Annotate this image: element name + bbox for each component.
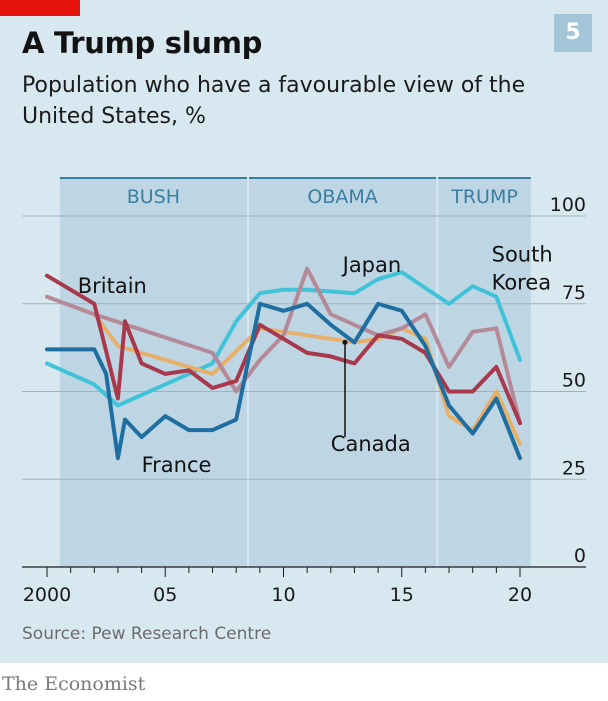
chart-number-badge: 5: [554, 14, 592, 52]
series-line-britain: [45, 273, 522, 426]
era-label-trump: TRUMP: [450, 186, 518, 208]
series-label-japan: Japan: [341, 253, 402, 277]
y-axis-ticks: 0 25 50 75 100: [550, 194, 586, 567]
brand-red-tag: [0, 0, 80, 16]
series-label-korea: Korea: [492, 271, 552, 295]
chart-card: A Trump slump Population who have a favo…: [0, 0, 608, 663]
series-label-britain: Britain: [78, 274, 147, 298]
x-tick-label: 05: [153, 584, 177, 606]
x-tick-label: 15: [390, 584, 414, 606]
series-label-south: South: [492, 243, 553, 267]
y-tick-label: 50: [562, 370, 586, 392]
era-label-bush: BUSH: [127, 186, 180, 208]
y-tick-label: 0: [574, 545, 586, 567]
y-tick-label: 75: [562, 282, 586, 304]
series-line-france: [45, 301, 522, 461]
source-note: Source: Pew Research Centre: [22, 624, 272, 644]
y-tick-label: 25: [562, 457, 586, 479]
era-band-obama: [249, 178, 437, 567]
era-band-trump: [438, 178, 531, 567]
x-axis: 2000 05 10 15 20: [23, 567, 532, 606]
publisher-footer: The Economist: [2, 673, 146, 695]
chart-subtitle: Population who have a favourable view of…: [22, 73, 526, 129]
series-label-france: France: [142, 453, 212, 477]
series-label-canada: Canada: [331, 432, 411, 456]
line-chart: BUSH OBAMA TRUMP 0 25 50 75 100 2000 05 10 15 20 B…: [22, 177, 586, 606]
series-line-japan: [45, 266, 522, 426]
series-line-south-korea: [45, 270, 522, 408]
series-lines: [45, 266, 522, 461]
era-band-bush: [59, 178, 248, 567]
x-tick-label: 10: [271, 584, 295, 606]
chart-title: A Trump slump: [22, 26, 263, 60]
era-bands: BUSH OBAMA TRUMP: [59, 177, 531, 567]
era-label-obama: OBAMA: [307, 186, 377, 208]
x-tick-label: 20: [508, 584, 532, 606]
x-tick-label: 2000: [23, 584, 71, 606]
y-tick-label: 100: [550, 194, 586, 216]
series-labels: Britain Japan South Korea Canada France: [78, 243, 553, 478]
canada-leader-dot: [342, 339, 348, 345]
